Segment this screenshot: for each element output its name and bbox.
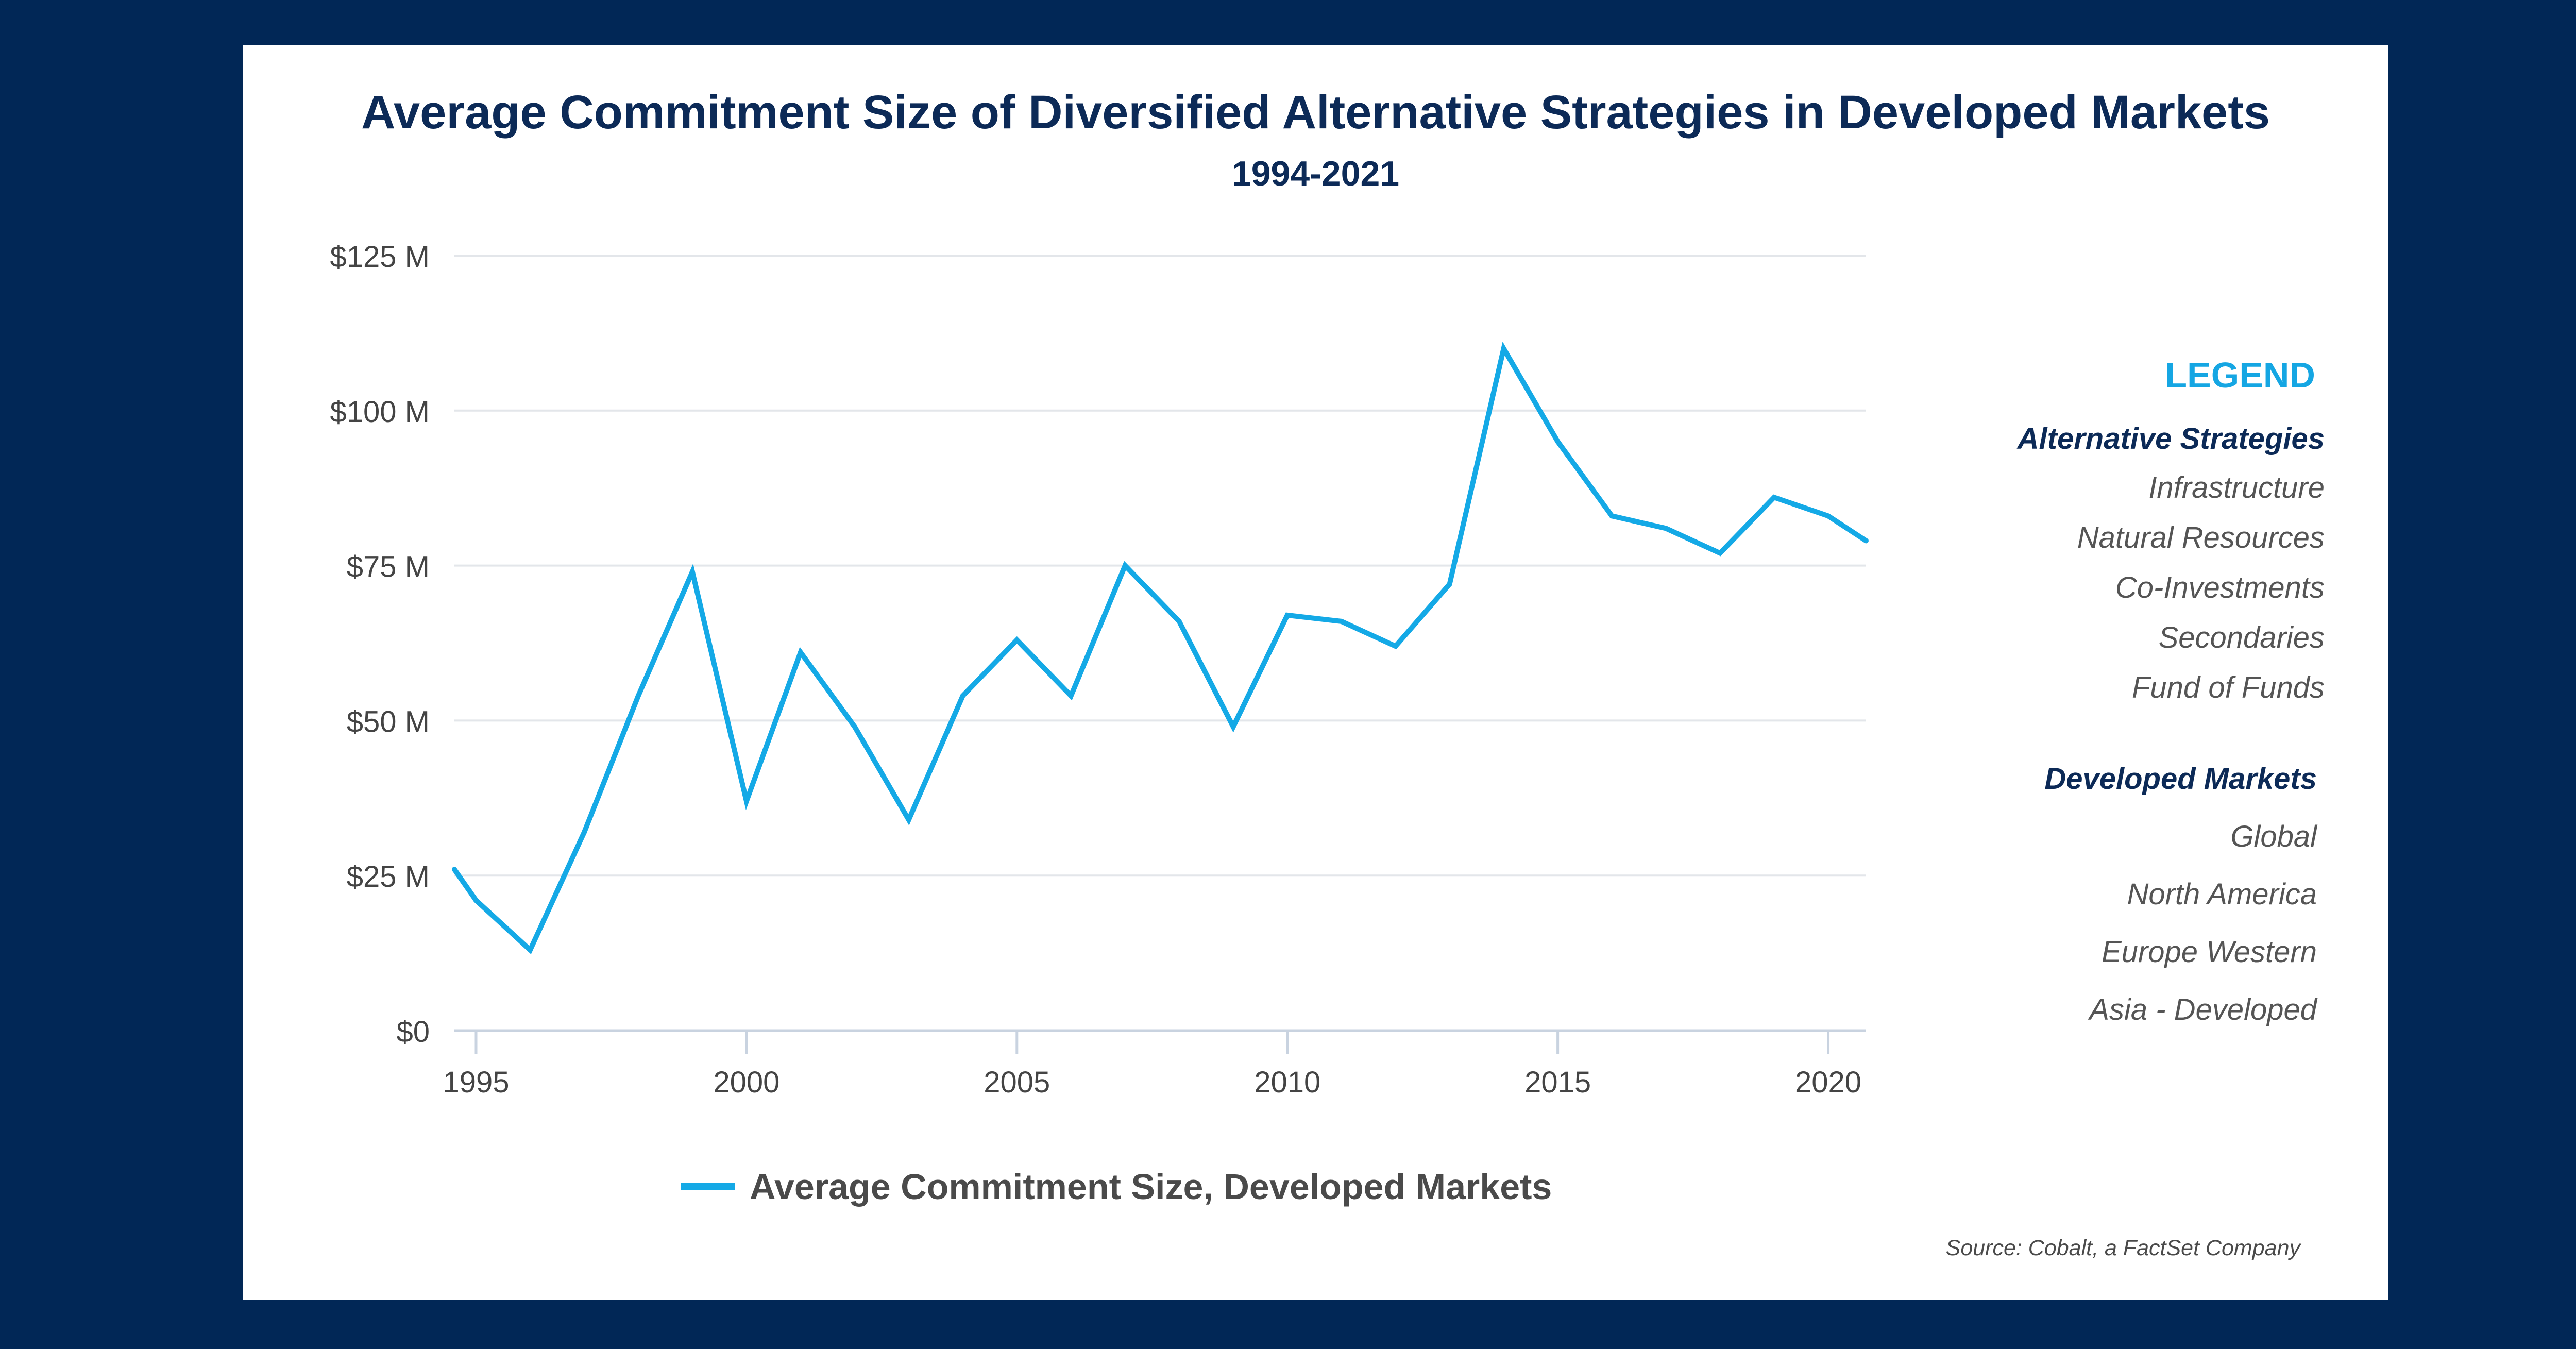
data-point — [452, 867, 457, 872]
y-tick-label: $100 M — [330, 395, 430, 429]
series-legend: Average Commitment Size, Developed Marke… — [681, 1166, 1552, 1207]
legend-group-title: Alternative Strategies — [2017, 422, 2325, 456]
data-point — [1338, 618, 1344, 624]
data-point — [852, 724, 857, 730]
data-point — [1771, 495, 1777, 500]
data-point — [1717, 550, 1723, 556]
data-point — [635, 693, 641, 699]
x-tick-label: 2010 — [1254, 1066, 1320, 1099]
legend-item: Secondaries — [2158, 621, 2325, 654]
data-point — [798, 650, 803, 655]
y-tick-label: $0 — [396, 1015, 430, 1049]
chart-card: Average Commitment Size of Diversified A… — [243, 45, 2388, 1300]
legend-item: North America — [2127, 878, 2317, 911]
data-point — [1609, 513, 1615, 519]
x-tick-label: 2015 — [1524, 1066, 1591, 1099]
source-note: Source: Cobalt, a FactSet Company — [1945, 1236, 2300, 1260]
series-lines — [452, 342, 1869, 954]
legend-item: Global — [2230, 820, 2317, 853]
legend-item: Natural Resources — [2077, 521, 2325, 554]
y-tick-label: $50 M — [347, 705, 430, 738]
data-point — [1501, 346, 1506, 351]
data-point — [1555, 439, 1561, 444]
data-point — [1284, 612, 1290, 618]
data-point — [1863, 538, 1869, 544]
line-chart: $0 $25 M $50 M $75 M $100 M $125 M 1995 2000 20… — [330, 240, 1869, 1099]
legend-item: Co-Investments — [2115, 571, 2325, 604]
data-point — [1447, 581, 1452, 587]
chart-subtitle: 1994-2021 — [1231, 154, 1400, 193]
legend-group-title: Developed Markets — [2044, 762, 2317, 796]
data-point — [1122, 563, 1128, 568]
data-point — [743, 798, 749, 804]
data-point — [1393, 644, 1398, 649]
gridlines — [454, 255, 1866, 1032]
data-point — [906, 817, 911, 822]
data-point — [1014, 637, 1020, 643]
legend-item: Asia - Developed — [2089, 993, 2317, 1026]
legend-item: Fund of Funds — [2132, 671, 2325, 704]
data-point — [960, 693, 965, 699]
data-point — [1825, 513, 1831, 519]
y-tick-label: $75 M — [347, 550, 430, 584]
y-tick-label: $125 M — [330, 240, 430, 274]
data-point — [1230, 724, 1236, 730]
legend-item: Europe Western — [2101, 935, 2317, 969]
data-point — [1663, 526, 1669, 531]
data-point — [1068, 693, 1074, 699]
x-tick-label: 2005 — [984, 1066, 1050, 1099]
x-tick-label: 2020 — [1795, 1066, 1861, 1099]
series-line — [452, 342, 1868, 954]
x-axis: 1995 2000 2005 2010 2015 2020 — [443, 1031, 1861, 1099]
x-tick-label: 2000 — [713, 1066, 779, 1099]
side-legend: LEGEND Alternative Strategies Infrastruc… — [1933, 355, 2325, 1027]
y-tick-label: $25 M — [347, 860, 430, 893]
legend-item: Infrastructure — [2148, 471, 2325, 504]
legend-series-label: Average Commitment Size, Developed Marke… — [750, 1167, 1552, 1207]
legend-swatch — [681, 1183, 735, 1190]
data-point — [689, 569, 695, 575]
data-point — [527, 947, 533, 953]
y-axis-ticks: $0 $25 M $50 M $75 M $100 M $125 M — [330, 240, 430, 1049]
data-point — [473, 898, 479, 903]
x-tick-label: 1995 — [443, 1066, 509, 1099]
legend-heading: LEGEND — [2165, 355, 2315, 395]
chart-title: Average Commitment Size of Diversified A… — [361, 86, 2270, 139]
data-point — [581, 829, 587, 835]
data-point — [1176, 618, 1182, 624]
